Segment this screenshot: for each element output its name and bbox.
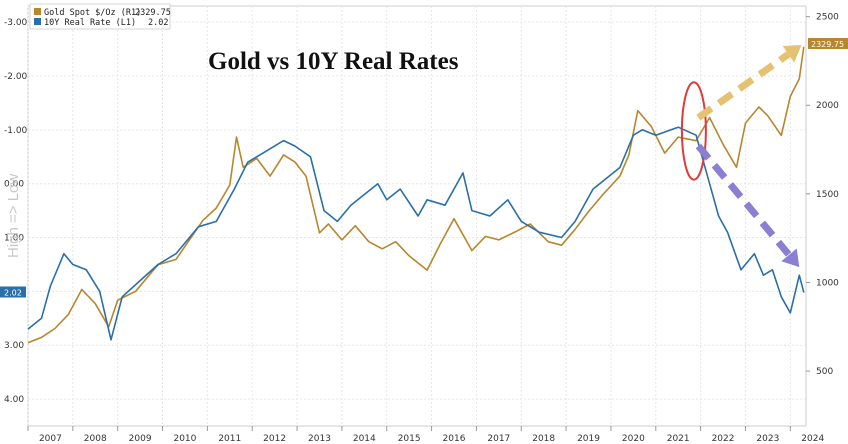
legend-label-gold: Gold Spot $/Oz (R1) xyxy=(44,8,141,18)
series-group xyxy=(27,46,805,344)
x-tick-label: 2019 xyxy=(577,434,600,444)
highlight-ellipse xyxy=(680,81,707,181)
x-tick-label: 2012 xyxy=(263,434,286,444)
y-left-tick-label: 4.00 xyxy=(4,395,24,405)
last-value-tag-left-bg xyxy=(0,286,26,298)
y-left-tick-label: -2.00 xyxy=(4,72,28,82)
last-value-tag-right: 2329.75 xyxy=(808,38,848,49)
y-left-tick-label: 1.00 xyxy=(4,234,24,244)
legend-value-real-rate: 2.02 xyxy=(148,18,168,28)
trend-arrow-real-rate-head xyxy=(781,248,800,268)
last-value-tag-left: 2.02 xyxy=(0,286,26,298)
x-tick-label: 2010 xyxy=(173,434,196,444)
trend-arrow-gold-shaft xyxy=(696,51,791,121)
trend-arrow-gold-head xyxy=(782,44,802,63)
y-right-tick-label: 2500 xyxy=(816,13,839,23)
x-tick-label: 2018 xyxy=(532,434,555,444)
series-line-gold xyxy=(27,46,805,344)
legend: Gold Spot $/Oz (R1) 2329.75 10Y Real Rat… xyxy=(29,3,171,30)
x-tick-label: 2013 xyxy=(308,434,331,444)
grid xyxy=(27,6,806,426)
x-tick-label: 2024 xyxy=(801,434,824,444)
x-tick-label: 2016 xyxy=(443,434,466,444)
x-tick-label: 2014 xyxy=(353,434,376,444)
x-tick-label: 2015 xyxy=(398,434,421,444)
ticks: -3.00-2.00-1.000.001.002.003.004.0025002… xyxy=(4,13,839,444)
side-axis-label: High => Low xyxy=(5,174,22,258)
x-tick-label: 2023 xyxy=(756,434,779,444)
trend-arrow-real-rate xyxy=(695,143,800,268)
trend-arrow-gold xyxy=(696,44,802,121)
y-left-tick-label: 3.00 xyxy=(4,341,24,351)
last-value-tag-right-bg xyxy=(808,38,848,49)
x-tick-label: 2017 xyxy=(487,434,510,444)
legend-swatch-gold xyxy=(34,8,41,15)
y-right-tick-label: 500 xyxy=(816,367,833,377)
last-value-tag-left-text: 2.02 xyxy=(4,289,22,298)
x-tick-label: 2021 xyxy=(667,434,690,444)
x-tick-label: 2007 xyxy=(39,434,62,444)
x-tick-label: 2008 xyxy=(84,434,107,444)
x-tick-label: 2022 xyxy=(712,434,735,444)
last-value-tag-right-text: 2329.75 xyxy=(811,40,844,49)
x-tick-label: 2020 xyxy=(622,434,645,444)
y-left-tick-label: -1.00 xyxy=(4,126,28,136)
y-left-tick-label: 0.00 xyxy=(4,180,24,190)
x-tick-label: 2011 xyxy=(218,434,241,444)
y-right-tick-label: 2000 xyxy=(816,101,839,111)
legend-box xyxy=(29,3,171,30)
legend-value-gold: 2329.75 xyxy=(135,8,171,18)
y-right-tick-label: 1000 xyxy=(816,278,839,288)
x-tick-label: 2009 xyxy=(129,434,152,444)
annotations xyxy=(680,44,802,268)
y-right-tick-label: 1500 xyxy=(816,190,839,200)
legend-swatch-real-rate xyxy=(34,18,41,25)
series-line-real-rate xyxy=(27,126,805,341)
legend-label-real-rate: 10Y Real Rate (L1) xyxy=(44,18,136,28)
chart-title: Gold vs 10Y Real Rates xyxy=(208,48,459,75)
y-left-tick-label: -3.00 xyxy=(4,18,28,28)
